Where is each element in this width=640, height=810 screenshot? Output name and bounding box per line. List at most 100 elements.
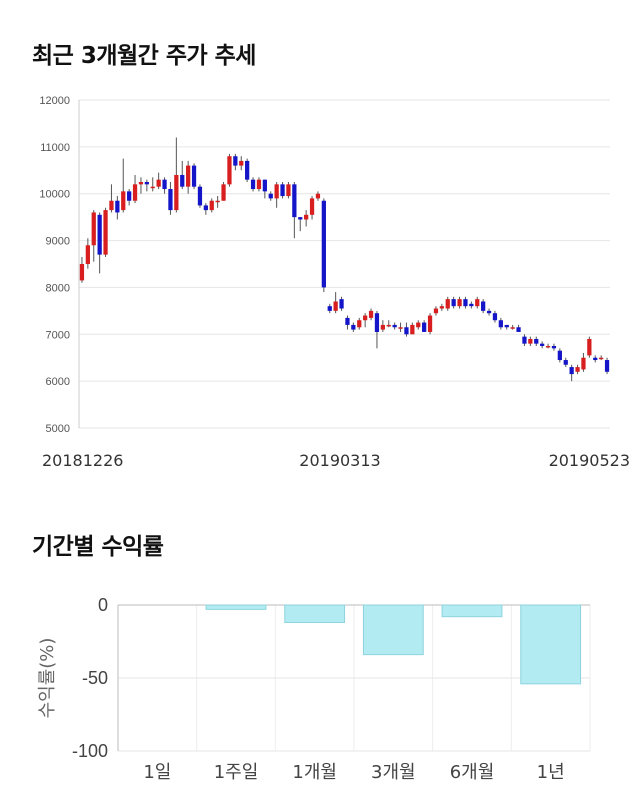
candle [209, 198, 214, 213]
candle-body [150, 186, 155, 189]
candle [540, 341, 545, 349]
return-bar [520, 604, 582, 685]
candle-body [97, 214, 102, 255]
returns-x-label: 1개월 [292, 762, 337, 783]
returns-x-label: 6개월 [450, 762, 495, 783]
candle [351, 322, 356, 332]
candle-body [510, 327, 515, 329]
candle [186, 160, 191, 194]
price-chart: 12000 11000 10000 9000 8000 7000 6000 5000 20181… [39, 95, 630, 470]
candle [427, 313, 433, 335]
candle [416, 320, 421, 330]
candle [422, 320, 427, 332]
returns-y-axis-label: 수익률(%) [37, 638, 58, 719]
candle [309, 196, 315, 220]
candle-body [304, 214, 309, 220]
candle-body [457, 299, 462, 307]
candle-body [581, 357, 586, 370]
candle [374, 310, 380, 349]
price-y-tick: 7000 [46, 329, 70, 341]
candle [304, 210, 309, 227]
candle-body [522, 336, 527, 344]
candle-body [386, 324, 391, 327]
price-x-label: 20181226 [42, 451, 123, 470]
candle-body [398, 327, 403, 329]
candle-body [534, 338, 539, 344]
candle [593, 355, 598, 363]
candle-body [599, 357, 604, 360]
candle [162, 177, 167, 194]
candle [504, 324, 509, 330]
candle [516, 324, 521, 332]
candle [250, 177, 256, 192]
candle [268, 191, 273, 201]
candle [203, 203, 208, 215]
candle [575, 364, 580, 375]
candle [245, 158, 250, 182]
candle-body [280, 184, 285, 197]
candle [138, 177, 144, 194]
candle-body [186, 165, 191, 187]
candle [327, 303, 332, 314]
candle [345, 315, 350, 330]
candle [498, 317, 503, 330]
candle [445, 296, 450, 311]
candle [386, 320, 391, 328]
candle-body [215, 200, 220, 203]
candle-body [174, 174, 179, 211]
candle [274, 182, 279, 208]
returns-x-label: 3개월 [371, 762, 416, 783]
return-bar [362, 604, 424, 656]
price-x-label: 20190313 [299, 451, 380, 470]
candle-body [115, 200, 120, 213]
candle-body [551, 346, 557, 349]
candle [115, 196, 120, 220]
candle-body [540, 343, 545, 346]
candle-body [433, 308, 439, 314]
candle [239, 156, 244, 171]
candle-body [162, 179, 167, 190]
candle-body [504, 324, 509, 328]
candle-body [109, 200, 114, 211]
candle [528, 336, 533, 346]
returns-x-label: 1주일 [214, 762, 259, 783]
candle [410, 322, 415, 335]
candle [357, 317, 362, 330]
candle [286, 182, 291, 199]
candle [439, 303, 444, 311]
candle-body [85, 245, 90, 264]
candle [481, 299, 486, 314]
returns-y-tick: 0 [98, 595, 108, 615]
candle [363, 313, 368, 328]
candle [103, 207, 108, 257]
candle [545, 343, 551, 349]
price-y-tick: 12000 [39, 95, 70, 107]
candle [292, 182, 297, 239]
candle [392, 322, 397, 330]
candle [587, 336, 592, 358]
price-y-tick: 9000 [46, 236, 70, 248]
candle-body [422, 322, 427, 332]
candle-body [191, 165, 197, 187]
candle-body [475, 299, 480, 307]
candle [315, 191, 321, 201]
candle [486, 308, 492, 316]
candle-body [374, 313, 380, 332]
candle [109, 184, 114, 213]
candle [127, 189, 132, 206]
candle-body [451, 299, 456, 307]
candle [298, 217, 303, 232]
candle-body [180, 174, 185, 187]
candle [569, 364, 574, 382]
candle-body [127, 191, 132, 201]
candle-body [144, 182, 149, 185]
candle-body [587, 338, 592, 356]
candle-body [492, 313, 498, 321]
candle [191, 163, 197, 190]
candle [339, 296, 344, 311]
candle [79, 256, 85, 283]
candle [457, 296, 462, 309]
candle [475, 296, 480, 309]
candle-body [345, 317, 350, 325]
